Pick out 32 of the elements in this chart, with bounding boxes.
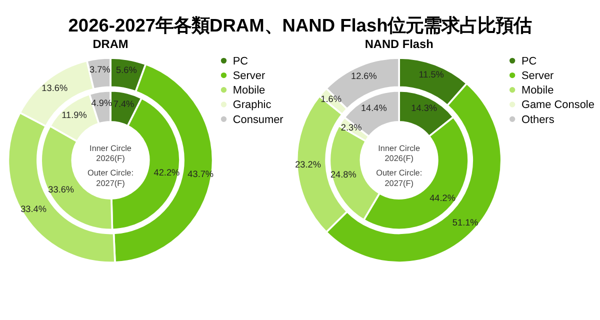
data-label: 11.9% [62,110,87,120]
legend-label: Others [521,114,555,126]
legend-label: Server [232,70,266,82]
legend-label: Consumer [232,114,284,126]
chart-title: NAND Flash [364,36,434,51]
data-label: 1.6% [320,94,342,104]
legend-label: Graphic [232,99,272,112]
text: Inner Circle 2026(F) [90,144,132,164]
data-label: 11.5% [418,70,444,80]
text: Inner Circle 2026(F) [378,144,420,164]
legend-label: PC [232,55,248,68]
data-label: 2.3% [340,122,362,133]
data-label: 51.1% [452,218,478,228]
data-label: 13.6% [42,82,68,93]
text: Outer Circle: 2027(F) [376,168,422,188]
data-label: 14.4% [360,103,387,114]
data-label: 44.2% [430,192,456,203]
legend-label: Game Console [521,99,594,112]
data-label: 12.6% [350,70,377,81]
data-label: 7.4% [113,98,134,109]
data-label: 33.6% [48,184,74,195]
data-label: 14.3% [411,103,438,114]
chart-title: DRAM [92,36,128,51]
data-label: 3.7% [90,64,110,74]
data-label: 5.6% [116,65,137,76]
legend-label: PC [521,55,537,68]
legend-label: Server [521,70,554,82]
text: 2026-2027年各類DRAM、NAND Flash位元需求占比預估 [68,14,532,36]
legend-label: Mobile [232,84,266,97]
legend-label: Mobile [521,84,554,97]
data-label: 33.4% [20,204,46,214]
text: Outer Circle: 2027(F) [87,168,134,188]
